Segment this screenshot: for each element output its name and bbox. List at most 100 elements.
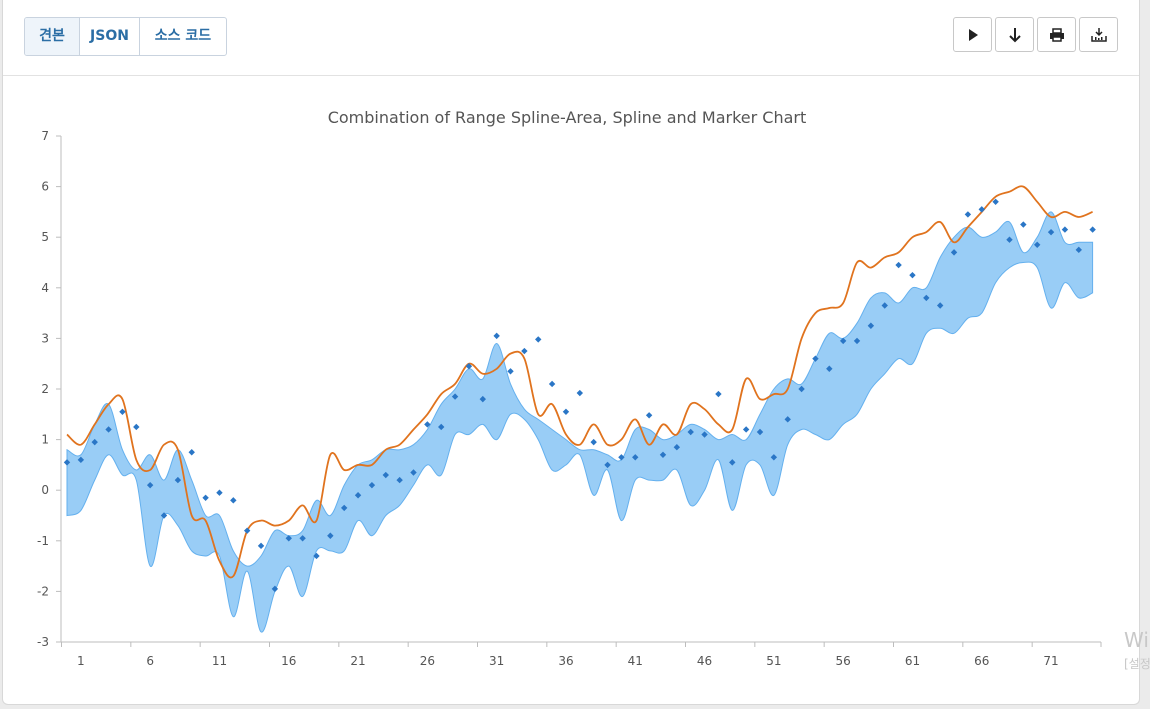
data-marker xyxy=(562,408,570,415)
y-tick-label: -2 xyxy=(37,584,49,598)
data-marker xyxy=(729,459,736,466)
x-tick-label: 36 xyxy=(558,654,573,668)
data-marker xyxy=(742,426,750,433)
data-marker xyxy=(881,302,888,309)
data-marker xyxy=(174,476,182,484)
data-marker xyxy=(271,585,279,593)
print-button[interactable] xyxy=(1037,17,1076,52)
data-marker xyxy=(341,504,348,512)
data-marker xyxy=(146,481,154,489)
data-marker xyxy=(188,449,195,456)
data-marker xyxy=(160,512,168,519)
data-marker xyxy=(438,423,445,431)
data-marker xyxy=(77,456,85,464)
data-marker xyxy=(285,535,292,542)
data-marker xyxy=(645,412,653,419)
data-marker xyxy=(701,431,708,438)
x-tick-label: 26 xyxy=(420,654,435,668)
data-marker xyxy=(770,454,778,461)
data-marker xyxy=(230,497,237,504)
data-marker xyxy=(479,395,486,403)
data-marker xyxy=(63,459,71,466)
run-button[interactable] xyxy=(953,17,992,52)
data-marker xyxy=(687,428,694,436)
x-tick-label: 6 xyxy=(146,654,154,668)
x-tick-label: 1 xyxy=(77,654,85,668)
data-marker xyxy=(715,390,722,398)
data-marker xyxy=(216,489,223,496)
y-tick-label: -1 xyxy=(37,534,49,548)
data-marker xyxy=(424,421,431,428)
y-tick-label: 2 xyxy=(41,382,49,396)
toolbar xyxy=(953,17,1118,52)
watermark-line2: [설정 xyxy=(1124,657,1150,671)
data-marker xyxy=(257,542,265,550)
data-marker xyxy=(784,416,791,423)
x-tick-label: 41 xyxy=(628,654,643,668)
data-marker xyxy=(632,454,639,461)
data-marker xyxy=(812,355,819,362)
data-marker xyxy=(659,451,667,458)
download-tray-icon xyxy=(1090,27,1107,42)
tab-source-code[interactable]: 소스 코드 xyxy=(154,28,212,44)
data-marker xyxy=(590,438,597,446)
data-marker xyxy=(368,481,376,489)
data-marker xyxy=(1061,226,1069,233)
x-tick-label: 21 xyxy=(350,654,365,668)
data-marker xyxy=(839,337,847,345)
tab-json[interactable]: JSON xyxy=(80,18,140,55)
data-marker xyxy=(493,332,500,340)
y-tick-label: 6 xyxy=(41,180,49,194)
data-marker xyxy=(396,476,403,484)
y-tick-label: 0 xyxy=(41,483,49,497)
arrow-down-icon xyxy=(1008,27,1021,42)
x-tick-label: 51 xyxy=(766,654,781,668)
data-marker xyxy=(576,389,584,397)
x-tick-label: 56 xyxy=(836,654,851,668)
data-marker xyxy=(243,527,251,534)
x-tick-label: 71 xyxy=(1043,654,1058,668)
data-marker xyxy=(1047,228,1055,236)
data-marker xyxy=(91,438,98,446)
tab-view[interactable]: 견본 xyxy=(25,18,80,55)
data-marker xyxy=(673,443,681,451)
y-tick-label: 4 xyxy=(41,281,49,295)
y-tick-label: 7 xyxy=(41,129,49,143)
x-tick-label: 31 xyxy=(489,654,504,668)
data-marker xyxy=(133,423,140,431)
data-marker xyxy=(867,322,875,329)
export-button[interactable] xyxy=(1079,17,1118,52)
data-marker xyxy=(507,368,514,375)
data-marker xyxy=(826,365,833,372)
y-tick-label: 1 xyxy=(41,433,49,447)
data-marker xyxy=(798,385,805,393)
data-marker xyxy=(1020,221,1027,228)
spline-line xyxy=(66,185,1093,579)
data-marker xyxy=(382,471,389,479)
data-marker xyxy=(1089,226,1096,233)
y-tick-label: 3 xyxy=(41,331,49,345)
data-marker xyxy=(895,261,902,269)
data-marker xyxy=(1075,246,1082,254)
range-area-band xyxy=(66,211,1094,633)
data-marker xyxy=(105,426,112,433)
data-marker xyxy=(535,336,542,343)
data-marker xyxy=(1006,236,1013,243)
data-marker xyxy=(756,428,764,436)
data-marker xyxy=(410,469,417,476)
data-marker xyxy=(451,393,459,400)
y-tick-label: 5 xyxy=(41,230,49,244)
x-tick-label: 46 xyxy=(697,654,712,668)
x-tick-label: 66 xyxy=(974,654,989,668)
chart-title: Combination of Range Spline-Area, Spline… xyxy=(328,108,807,127)
data-marker xyxy=(936,302,944,309)
data-marker xyxy=(521,347,528,355)
data-marker xyxy=(202,494,209,501)
data-marker xyxy=(909,271,916,279)
data-marker xyxy=(465,363,473,370)
download-button[interactable] xyxy=(995,17,1034,52)
data-marker xyxy=(964,211,972,218)
data-marker xyxy=(923,294,930,302)
